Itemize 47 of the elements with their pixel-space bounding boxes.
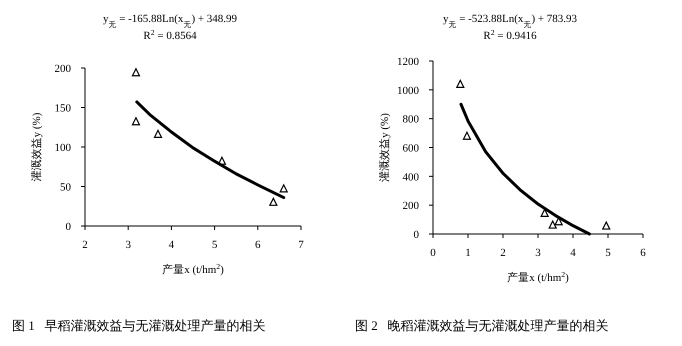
y-axis-title: 灌溉效益y (%) — [378, 112, 391, 182]
x-tick-label: 3 — [125, 239, 132, 251]
x-tick-label: 2 — [82, 239, 88, 251]
y-tick-label: 400 — [402, 171, 420, 184]
y-tick-label: 150 — [54, 102, 72, 114]
point — [154, 130, 162, 138]
point — [548, 220, 557, 229]
point — [132, 117, 140, 126]
y-tick-label: 100 — [54, 142, 72, 154]
text: y$_{无}$ = -165.88Ln(x$_{无}$) + 348.99 — [102, 13, 238, 28]
text: y$_{无}$ = -523.88Ln(x$_{无}$) + 783.93 — [442, 13, 578, 28]
point — [132, 68, 140, 76]
x-tick-label: 4 — [570, 247, 576, 259]
y-tick-label: 600 — [402, 142, 420, 154]
point — [602, 221, 610, 230]
x-tick-label: 5 — [212, 239, 218, 251]
x-tick-label: 3 — [535, 247, 542, 259]
x-tick-label: 1 — [465, 247, 471, 259]
y-tick-label: 50 — [60, 182, 72, 194]
y-tick-label: 800 — [402, 114, 420, 126]
x-tick-label: 6 — [255, 239, 262, 251]
y-tick-label: 1000 — [397, 84, 420, 97]
point — [456, 80, 464, 88]
text: R$^{2}$ = 0.9416 — [483, 28, 538, 42]
y-tick-label: 0 — [66, 221, 72, 233]
y-tick-label: 200 — [402, 200, 420, 212]
x-axis-title: 产量x (t/hm$^{2}$) — [162, 262, 224, 276]
x-tick-label: 7 — [298, 239, 304, 251]
point — [269, 198, 278, 206]
text: 图 2 晚稻灌溉效益与无灌溉处理产量的相关 — [355, 318, 608, 333]
point — [540, 208, 549, 217]
x-axis-title: 产量x (t/hm$^{2}$) — [507, 270, 570, 284]
y-axis-title: 灌溉效益y (%) — [30, 112, 43, 182]
text: R$^{2}$ = 0.8564 — [143, 28, 198, 42]
text: 图 1 早稻灌溉效益与无灌溉处理产量的相关 — [12, 318, 266, 333]
point — [462, 132, 472, 140]
x-tick-label: 4 — [168, 239, 175, 251]
x-tick-label: 0 — [430, 247, 436, 259]
x-tick-label: 6 — [640, 247, 646, 259]
y-tick-label: 1200 — [397, 56, 420, 68]
y-tick-label: 0 — [414, 229, 420, 241]
x-tick-label: 5 — [605, 247, 612, 259]
y-tick-label: 200 — [54, 63, 72, 75]
line-series — [135, 100, 286, 200]
point — [280, 184, 288, 192]
point — [218, 156, 226, 165]
x-tick-label: 2 — [500, 247, 506, 259]
